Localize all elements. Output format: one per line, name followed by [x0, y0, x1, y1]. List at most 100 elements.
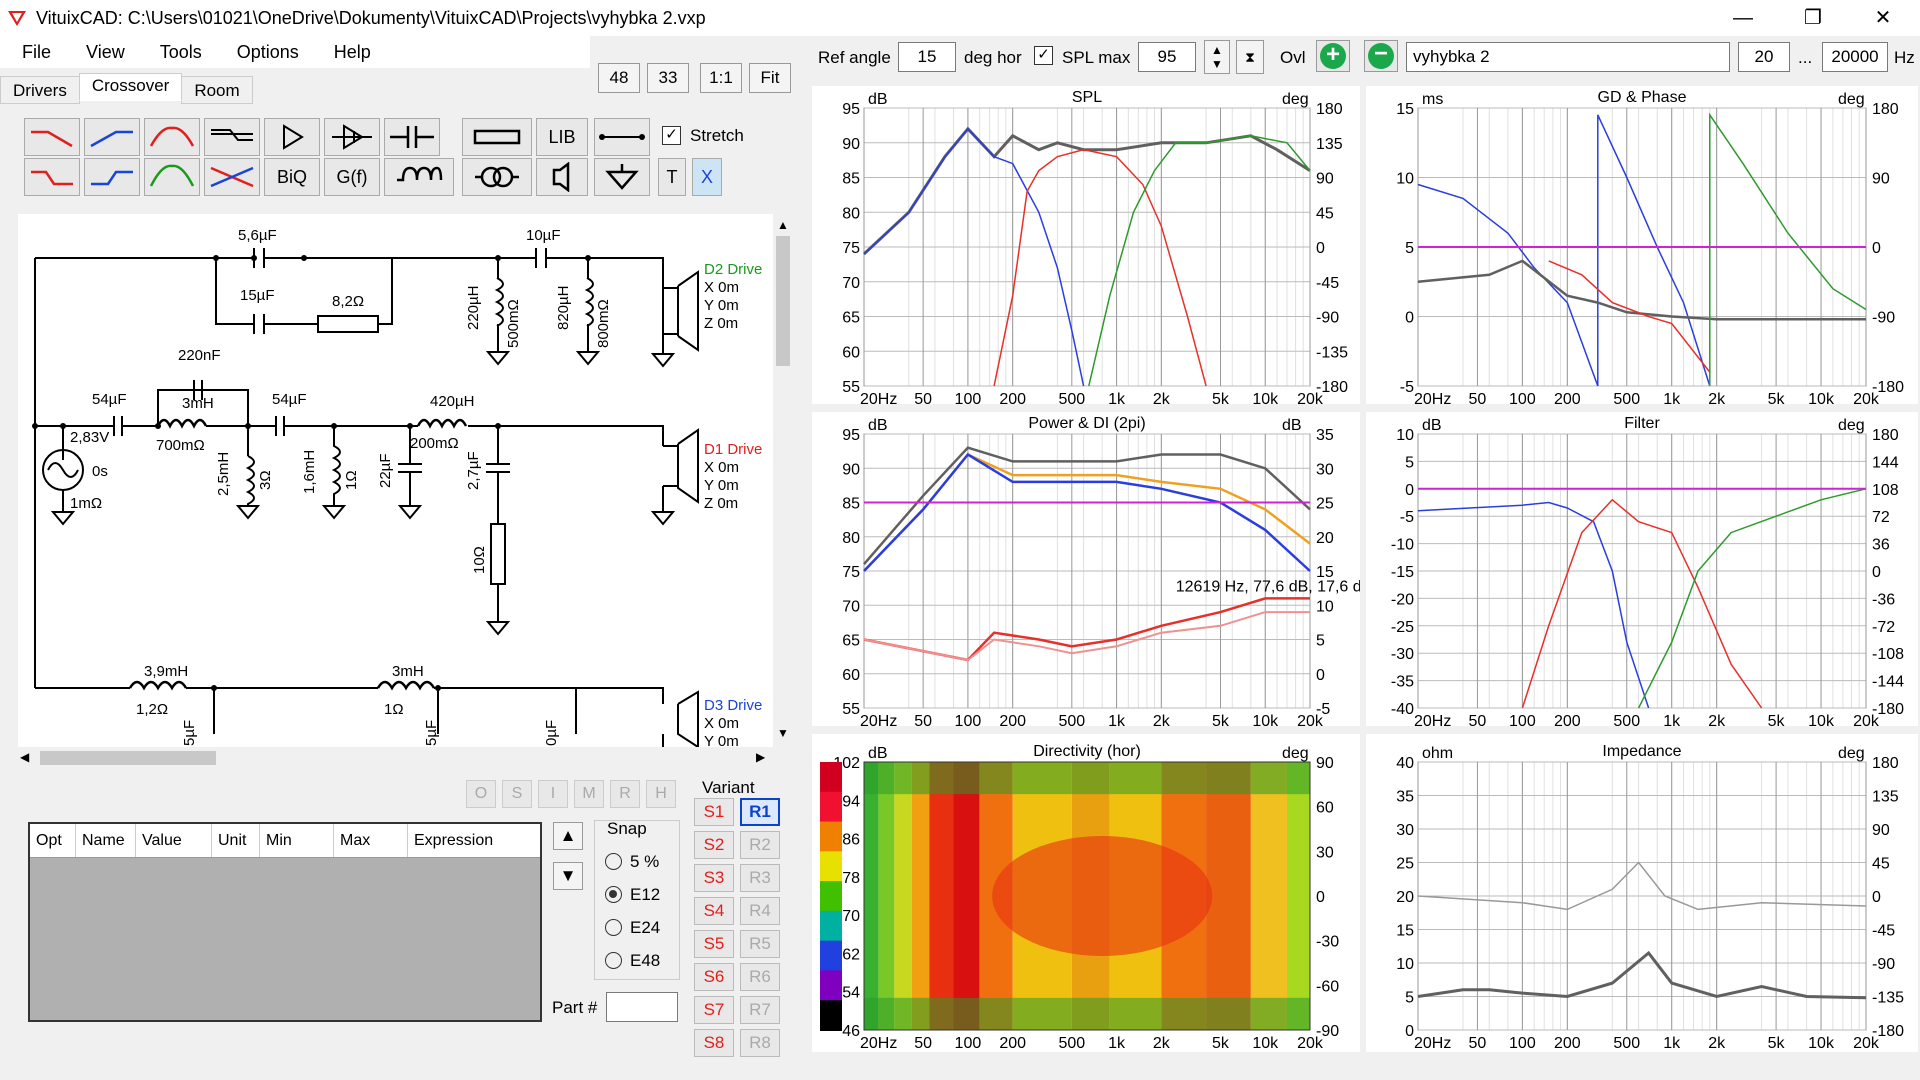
snap-5pct-radio[interactable]: 5 %	[605, 845, 660, 878]
label-c10[interactable]: 5µF	[423, 720, 440, 746]
label-l5[interactable]: 2,5mH	[215, 452, 232, 496]
minimize-button[interactable]: —	[1733, 7, 1753, 29]
ref-angle-input[interactable]: 15	[898, 42, 956, 72]
label-l3[interactable]: 3mH	[182, 395, 214, 412]
text-button[interactable]: T	[658, 158, 686, 196]
capacitor-button[interactable]	[384, 118, 440, 156]
inductor-button[interactable]	[384, 158, 454, 196]
menu-help[interactable]: Help	[333, 41, 371, 62]
label-rl4[interactable]: 200mΩ	[410, 435, 459, 452]
variant-r6[interactable]: R6	[740, 963, 780, 991]
lowpass-2-button[interactable]	[24, 158, 80, 196]
variant-s6[interactable]: S6	[694, 963, 734, 991]
freq-min-input[interactable]: 20	[1738, 42, 1790, 72]
highpass-1-button[interactable]	[84, 118, 140, 156]
filter-chart[interactable]: 10 5 0 -5 -10 -15 -20 -25 -30 -35 -40 180 144 108 72 36…	[1366, 412, 1918, 730]
tab-room[interactable]: Room	[181, 76, 253, 104]
hscroll-thumb[interactable]	[40, 751, 216, 765]
label-l8[interactable]: 3mH	[392, 663, 424, 680]
power-chart[interactable]: 95 90 85 80 75 70 65 60 55 35 30 25 20 15 10 5 0 -5 20Hz 50…	[812, 412, 1372, 730]
label-l1[interactable]: 220µH	[465, 285, 482, 330]
label-c7[interactable]: 22µF	[377, 454, 394, 489]
driver-d3-name[interactable]: D3 Drive	[704, 697, 762, 714]
variant-r3[interactable]: R3	[740, 864, 780, 892]
opt-m-button[interactable]: M	[574, 780, 604, 808]
label-rl6[interactable]: 1Ω	[343, 470, 360, 490]
variant-r2[interactable]: R2	[740, 831, 780, 859]
variant-r5[interactable]: R5	[740, 930, 780, 958]
zoom-fit-button[interactable]: Fit	[749, 63, 791, 93]
bandpass-2-button[interactable]	[144, 158, 200, 196]
label-rl8[interactable]: 1Ω	[384, 701, 404, 718]
tab-crossover[interactable]: Crossover	[78, 73, 183, 101]
label-c8[interactable]: 2,7µF	[465, 451, 482, 490]
bandpass-1-button[interactable]	[144, 118, 200, 156]
schematic-hscroll[interactable]: ◀ ▶	[18, 747, 773, 769]
col-name[interactable]: Name	[76, 824, 136, 857]
spl-max-checkbox[interactable]: ✓	[1034, 46, 1053, 65]
impedance-chart[interactable]: 40 35 30 25 20 15 10 5 0 180 135 90 45 0 -45 -90 -135 -18…	[1366, 734, 1918, 1052]
gd-chart[interactable]: 15 10 5 0 -5 180 90 0 -90 -180 20Hz 50 100 200 500 1k 2k…	[1366, 86, 1918, 408]
menu-file[interactable]: File	[22, 41, 52, 62]
snap-e12-radio[interactable]: E12	[605, 878, 660, 911]
variant-s7[interactable]: S7	[694, 996, 734, 1024]
remove-overlay-button[interactable]: −	[1364, 40, 1398, 72]
label-l6[interactable]: 1,6mH	[301, 450, 318, 494]
delay-button[interactable]	[324, 118, 380, 156]
spl-auto-button[interactable]: ⧗	[1236, 40, 1264, 74]
label-c11[interactable]: 0µF	[543, 720, 560, 746]
label-c9[interactable]: 5µF	[181, 720, 198, 746]
menu-options[interactable]: Options	[236, 41, 299, 62]
resistor-button[interactable]	[462, 118, 532, 156]
shelf-button[interactable]	[204, 118, 260, 156]
variant-r8[interactable]: R8	[740, 1029, 780, 1057]
variant-r4[interactable]: R4	[740, 897, 780, 925]
label-source-v[interactable]: 2,83V	[70, 429, 109, 446]
label-source-delay[interactable]: 0s	[92, 463, 108, 480]
snap-e48-radio[interactable]: E48	[605, 944, 660, 977]
notch-button[interactable]	[204, 158, 260, 196]
label-r1[interactable]: 8,2Ω	[332, 293, 364, 310]
label-rl1[interactable]: 500mΩ	[505, 299, 522, 348]
col-value[interactable]: Value	[136, 824, 212, 857]
library-button[interactable]: LIB	[536, 118, 588, 156]
label-c4[interactable]: 220nF	[178, 347, 221, 364]
label-l2[interactable]: 820µH	[555, 285, 572, 330]
label-c5[interactable]: 54µF	[92, 391, 127, 408]
gf-button[interactable]: G(f)	[324, 158, 380, 196]
delete-button[interactable]: X	[692, 158, 722, 196]
directivity-chart[interactable]: 102 94 86 78 70 62 54 46 90 60 30 0 -30 -60 -90 20Hz 50 1…	[812, 734, 1360, 1052]
transformer-button[interactable]	[462, 158, 532, 196]
col-max[interactable]: Max	[334, 824, 408, 857]
variant-r7[interactable]: R7	[740, 996, 780, 1024]
menu-view[interactable]: View	[86, 41, 125, 62]
variant-r1[interactable]: R1	[740, 798, 780, 826]
label-l4[interactable]: 420µH	[430, 393, 475, 410]
opt-h-button[interactable]: H	[646, 780, 676, 808]
stretch-checkbox[interactable]: ✓	[662, 126, 681, 145]
scroll-down-icon[interactable]: ▼	[777, 726, 789, 740]
move-down-button[interactable]: ▼	[553, 862, 583, 890]
scroll-right-icon[interactable]: ▶	[756, 750, 766, 764]
label-rl7[interactable]: 1,2Ω	[136, 701, 168, 718]
label-c3[interactable]: 10µF	[526, 227, 561, 244]
opt-o-button[interactable]: O	[466, 780, 496, 808]
close-button[interactable]: ✕	[1874, 7, 1892, 29]
schematic-vscroll[interactable]: ▲ ▼	[773, 214, 793, 747]
scroll-up-icon[interactable]: ▲	[777, 218, 789, 232]
variant-s3[interactable]: S3	[694, 864, 734, 892]
opt-s-button[interactable]: S	[502, 780, 532, 808]
variant-s5[interactable]: S5	[694, 930, 734, 958]
project-name-input[interactable]: vyhybka 2	[1406, 42, 1730, 72]
wire-button[interactable]	[594, 118, 650, 156]
col-expression[interactable]: Expression	[414, 832, 494, 849]
label-c1[interactable]: 5,6µF	[238, 227, 277, 244]
label-l7[interactable]: 3,9mH	[144, 663, 188, 680]
freq-max-input[interactable]: 20000	[1822, 42, 1888, 72]
label-rl5[interactable]: 3Ω	[257, 470, 274, 490]
label-rl2[interactable]: 800mΩ	[595, 299, 612, 348]
label-c6[interactable]: 54µF	[272, 391, 307, 408]
snap-e24-radio[interactable]: E24	[605, 911, 660, 944]
menu-tools[interactable]: Tools	[159, 41, 202, 62]
part-input[interactable]	[606, 992, 678, 1022]
